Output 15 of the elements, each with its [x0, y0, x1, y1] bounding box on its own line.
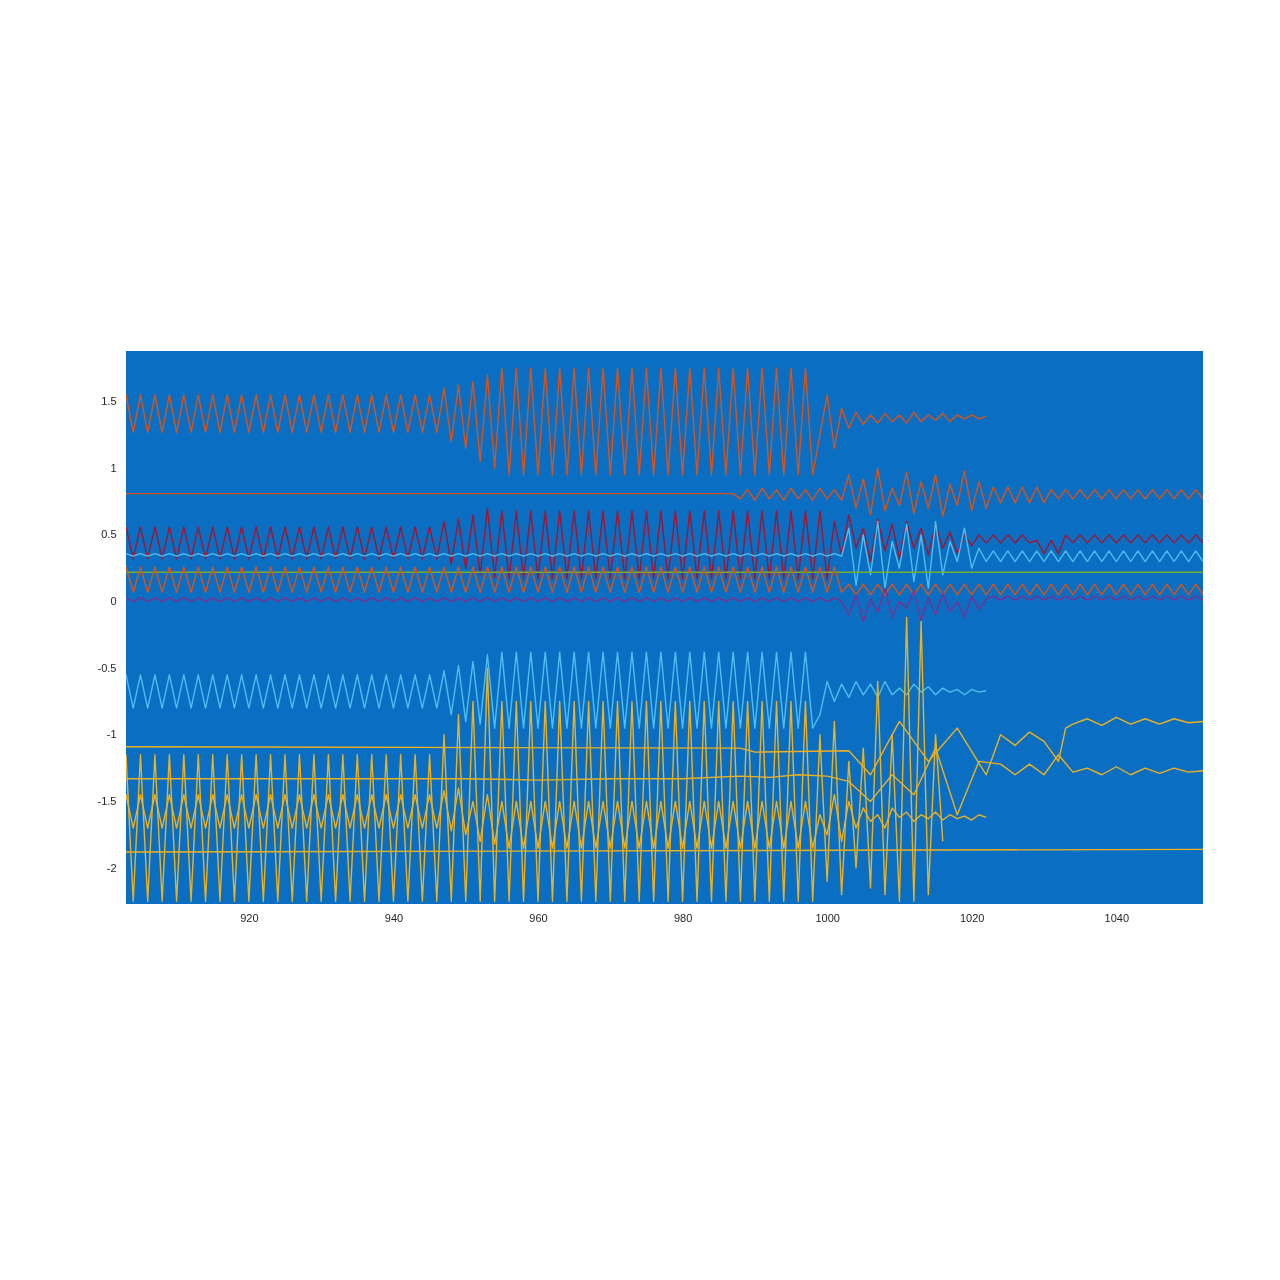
y-tick-label: -0.5 [97, 661, 117, 674]
x-tick-label: 1020 [959, 911, 985, 924]
y-tick-label: 0.5 [101, 528, 117, 541]
y-tick-label: 0 [110, 595, 117, 608]
x-tick-label: 1000 [815, 911, 840, 924]
x-tick-label: 940 [384, 911, 404, 924]
x-tick-label: 920 [240, 911, 259, 924]
x-tick-label: 980 [673, 911, 693, 924]
y-tick-label: 1 [110, 461, 117, 474]
x-tick-label: 1040 [1104, 911, 1129, 924]
y-tick-label: -2 [106, 861, 117, 874]
y-tick-label: -1 [106, 728, 117, 741]
y-tick-label: 1.5 [101, 395, 117, 408]
x-tick-label: 960 [529, 911, 548, 924]
y-tick-label: -1.5 [97, 794, 117, 807]
